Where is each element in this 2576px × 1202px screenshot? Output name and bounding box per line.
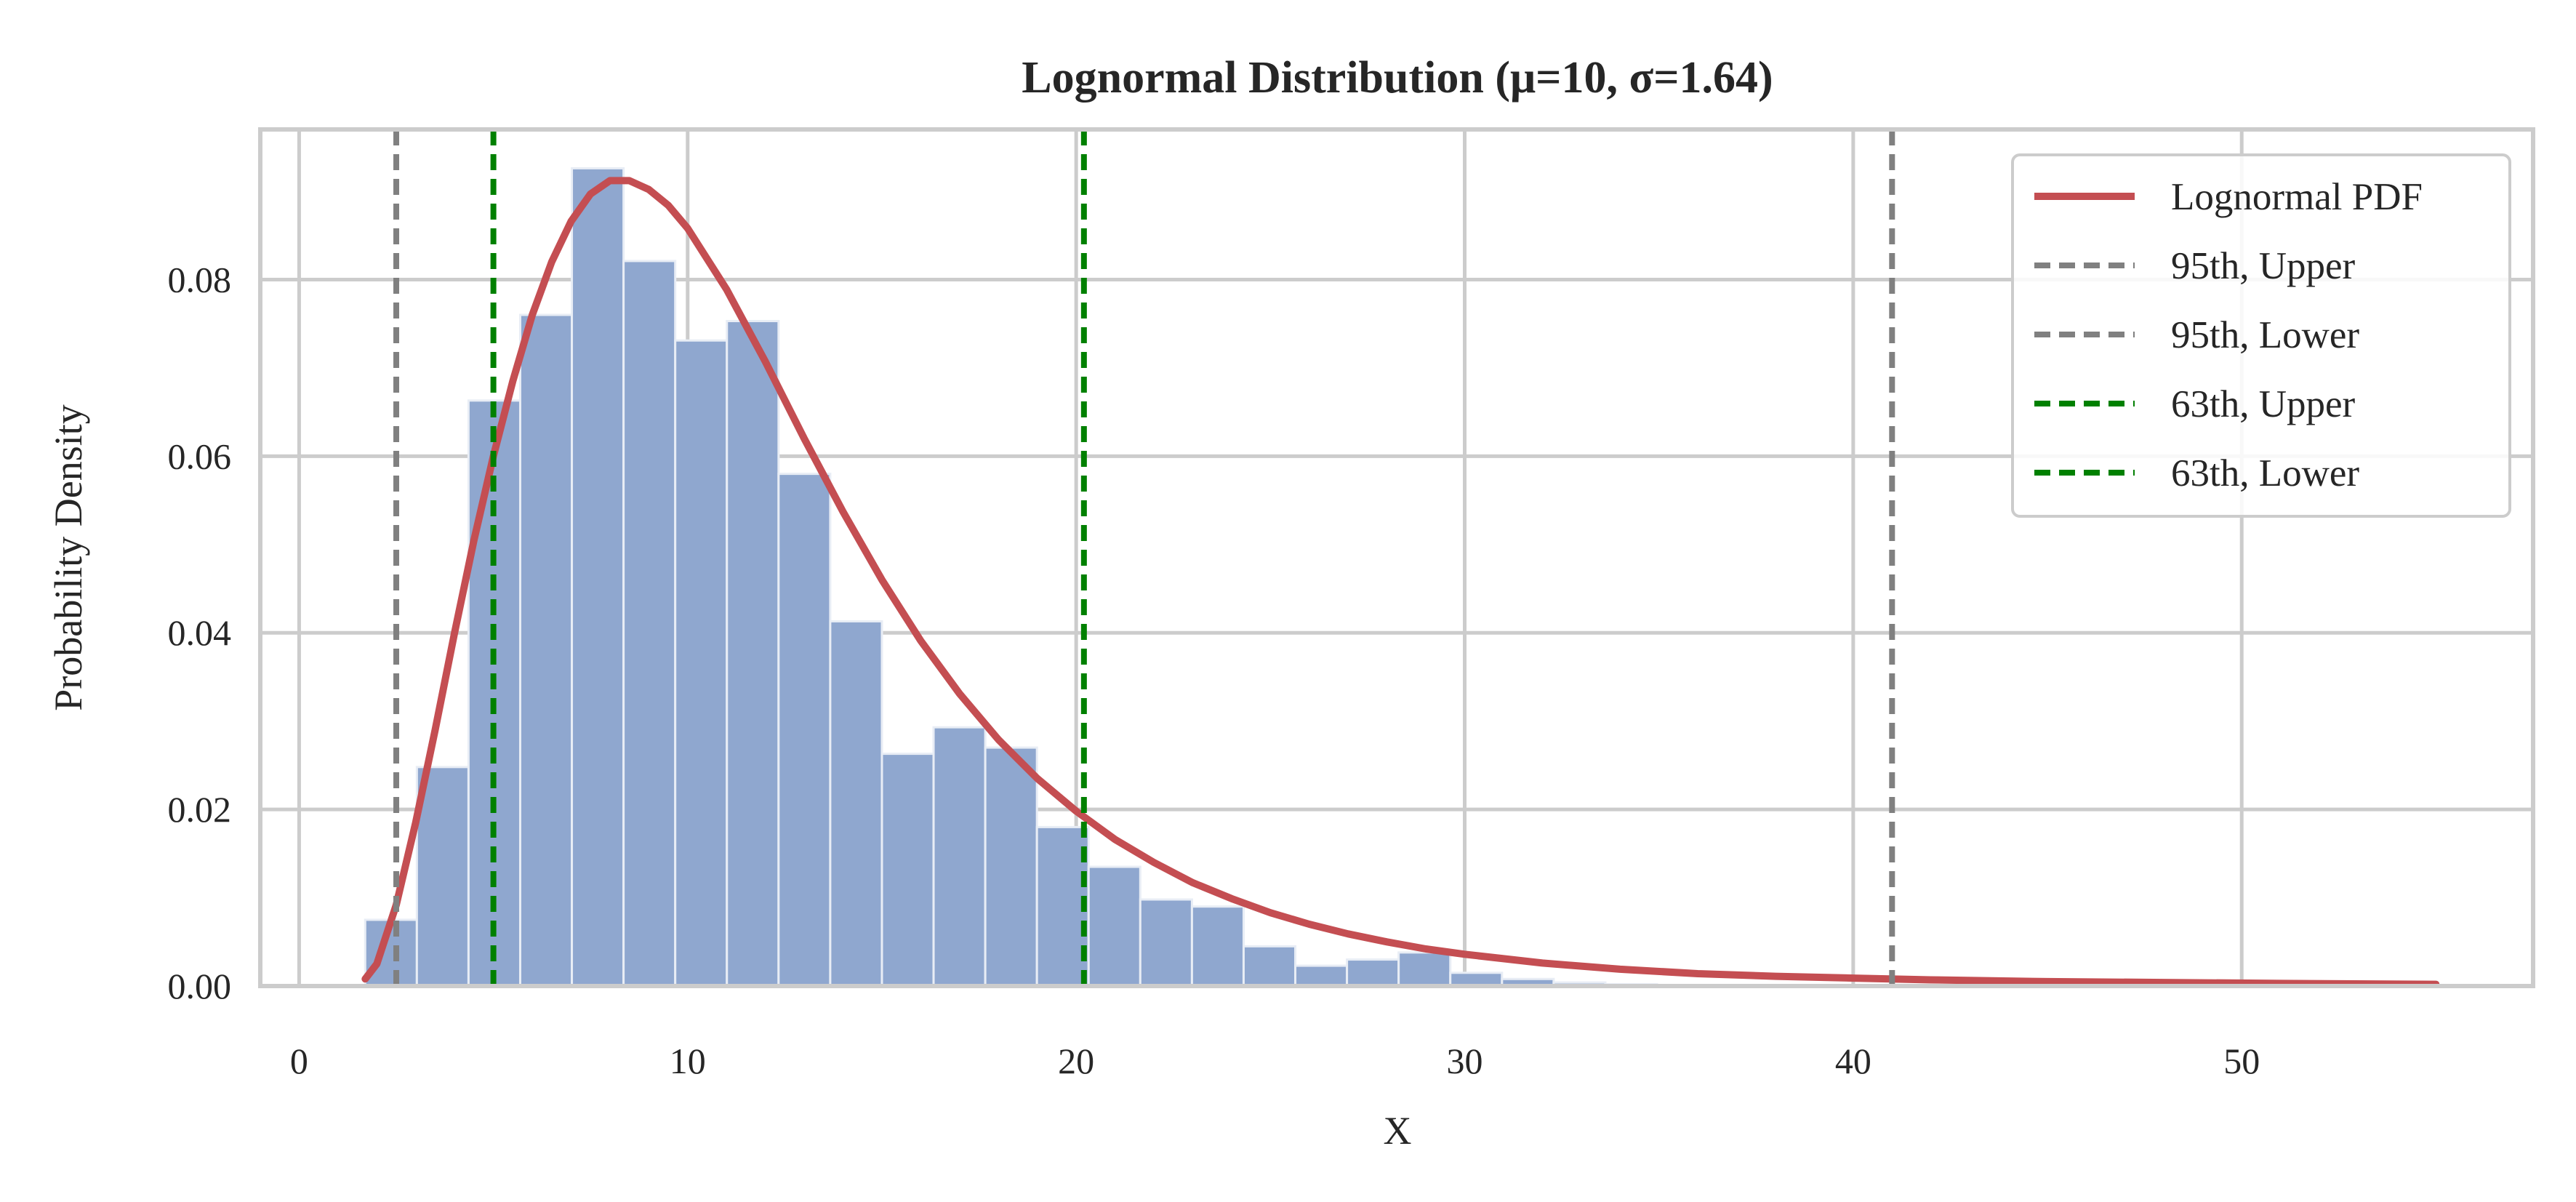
histogram-bar xyxy=(1242,945,1297,987)
histogram-bar xyxy=(674,339,729,987)
y-tick-label: 0.06 xyxy=(168,436,232,476)
legend-label: 95th, Lower xyxy=(2171,314,2359,356)
y-tick-label: 0.02 xyxy=(168,789,232,830)
x-tick-labels: 0 10 20 30 40 50 xyxy=(290,1041,2260,1081)
histogram-bar xyxy=(467,399,521,987)
x-tick-label: 40 xyxy=(1835,1041,1871,1081)
plot-frame xyxy=(258,127,2535,988)
x-axis-label: X xyxy=(1384,1109,1412,1153)
y-tick-label: 0.00 xyxy=(168,966,232,1006)
histogram-bars xyxy=(364,167,1658,987)
histogram-bar xyxy=(622,260,677,987)
legend-label: 63th, Lower xyxy=(2171,452,2359,494)
chart-title: Lognormal Distribution (μ=10, σ=1.64) xyxy=(1022,53,1773,103)
x-tick-label: 10 xyxy=(670,1041,706,1081)
histogram-bar xyxy=(984,746,1038,987)
histogram-bar xyxy=(571,167,625,987)
histogram-bar xyxy=(1035,825,1090,987)
histogram-bar xyxy=(1346,958,1400,987)
histogram-bar xyxy=(880,753,935,987)
histogram-bar xyxy=(518,313,574,987)
histogram-bar xyxy=(1139,898,1193,987)
histogram-bar xyxy=(1397,951,1452,987)
histogram-bar xyxy=(932,726,987,987)
histogram-bar xyxy=(726,320,780,987)
histogram-bar xyxy=(1190,905,1245,987)
y-tick-label: 0.08 xyxy=(168,259,232,300)
legend-label: Lognormal PDF xyxy=(2171,176,2423,218)
y-tick-label: 0.04 xyxy=(168,612,232,653)
x-tick-label: 20 xyxy=(1058,1041,1094,1081)
legend: Lognormal PDF 95th, Upper 95th, Lower 63th,… xyxy=(2011,153,2511,518)
x-tick-label: 50 xyxy=(2223,1041,2260,1081)
pdf-curve-line xyxy=(361,177,2440,988)
histogram-bar xyxy=(415,766,470,987)
legend-box xyxy=(2011,153,2511,518)
y-axis-label: Probability Density xyxy=(47,404,90,710)
legend-label: 63th, Upper xyxy=(2171,383,2356,425)
x-tick-label: 0 xyxy=(290,1041,308,1081)
pdf-curve-group xyxy=(361,177,2440,988)
x-tick-label: 30 xyxy=(1447,1041,1483,1081)
y-tick-labels: 0.00 0.02 0.04 0.06 0.08 xyxy=(168,259,232,1006)
histogram-bar xyxy=(1294,964,1349,987)
histogram-bar xyxy=(777,473,832,987)
histogram-bar xyxy=(829,620,883,987)
reference-lines xyxy=(393,129,1895,986)
legend-label: 95th, Upper xyxy=(2171,245,2356,287)
histogram-bar xyxy=(1087,865,1141,987)
